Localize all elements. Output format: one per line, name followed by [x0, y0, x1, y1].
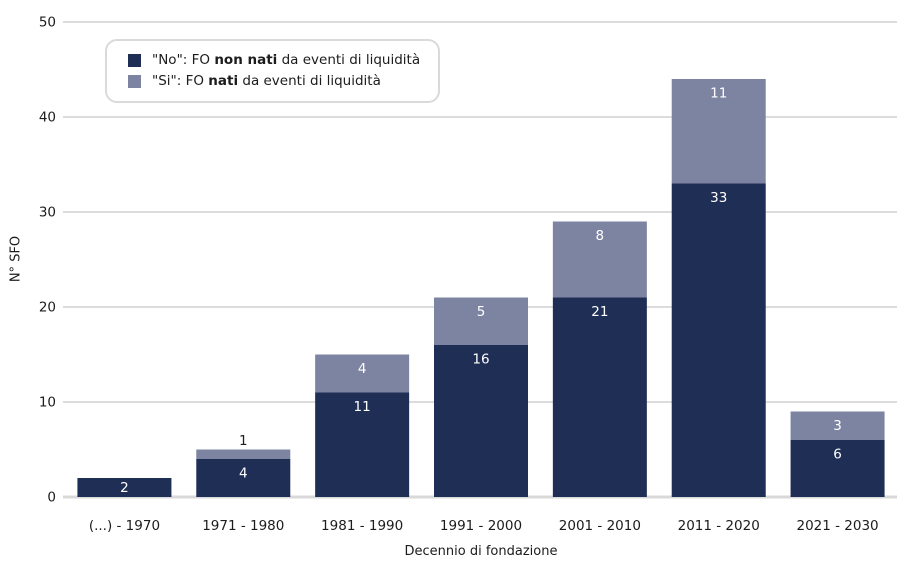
- legend-label-si-suffix: da eventi di liquidità: [238, 73, 381, 89]
- bar-value-label: 33: [710, 190, 727, 206]
- bar-value-label: 5: [477, 304, 486, 320]
- bar-segment: [77, 478, 172, 497]
- bar-value-label: 1: [239, 433, 248, 449]
- bar-segment: [434, 297, 528, 345]
- bar-segment: [790, 440, 885, 497]
- legend: "No": FO non nati da eventi di liquidità…: [105, 39, 441, 103]
- y-tick-label: 30: [39, 205, 56, 221]
- y-tick-label: 10: [39, 395, 56, 411]
- legend-swatch-no-icon: [128, 54, 141, 67]
- legend-label-si-prefix: "Si": FO: [152, 73, 209, 89]
- x-tick-label: (...) - 1970: [89, 518, 160, 534]
- bar-segment: [196, 459, 291, 497]
- x-tick-label: 1981 - 1990: [321, 518, 403, 534]
- bar-value-label: 3: [833, 418, 842, 434]
- legend-label-si-bold: nati: [208, 73, 239, 89]
- bar-segment: [671, 183, 766, 497]
- x-tick-label: 2011 - 2020: [678, 518, 760, 534]
- legend-label-no-bold: non nati: [214, 52, 278, 68]
- bar-segment: [315, 354, 410, 393]
- legend-label-no-prefix: "No": FO: [152, 52, 215, 68]
- y-tick-label: 50: [39, 15, 56, 31]
- bar-value-label: 16: [472, 352, 489, 368]
- bar-segment: [790, 411, 885, 440]
- y-tick-label: 0: [47, 490, 56, 506]
- legend-label-no-suffix: da eventi di liquidità: [277, 52, 421, 68]
- bar-segment: [552, 297, 647, 497]
- bar-segment: [196, 449, 291, 459]
- bar-segment: [552, 221, 647, 298]
- y-tick-label: 20: [39, 300, 56, 316]
- bar-segment: [434, 345, 528, 497]
- y-tick-label: 40: [39, 110, 56, 126]
- bar-value-label: 4: [358, 361, 367, 377]
- x-tick-label: 2001 - 2010: [559, 518, 641, 534]
- bar-segment: [671, 79, 766, 184]
- legend-item-si: "Si": FO nati da eventi di liquidità: [128, 73, 420, 90]
- bar-value-label: 21: [591, 304, 608, 320]
- x-tick-label: 2021 - 2030: [796, 518, 878, 534]
- bar-value-label: 11: [710, 86, 727, 102]
- x-tick-label: 1971 - 1980: [202, 518, 284, 534]
- legend-item-no: "No": FO non nati da eventi di liquidità: [128, 52, 420, 69]
- x-axis-title: Decennio di fondazione: [404, 544, 558, 559]
- legend-label-si: "Si": FO nati da eventi di liquidità: [152, 73, 381, 90]
- bar-value-label: 4: [239, 466, 248, 482]
- bar-value-label: 2: [120, 480, 129, 496]
- bar-value-label: 6: [833, 447, 842, 463]
- legend-swatch-si-icon: [128, 75, 141, 88]
- bar-value-label: 11: [354, 399, 371, 415]
- y-axis-title: N° SFO: [8, 235, 24, 283]
- x-tick-label: 1991 - 2000: [440, 518, 522, 534]
- legend-label-no: "No": FO non nati da eventi di liquidità: [152, 52, 420, 69]
- bar-segment: [315, 392, 410, 497]
- bar-value-label: 8: [596, 228, 605, 244]
